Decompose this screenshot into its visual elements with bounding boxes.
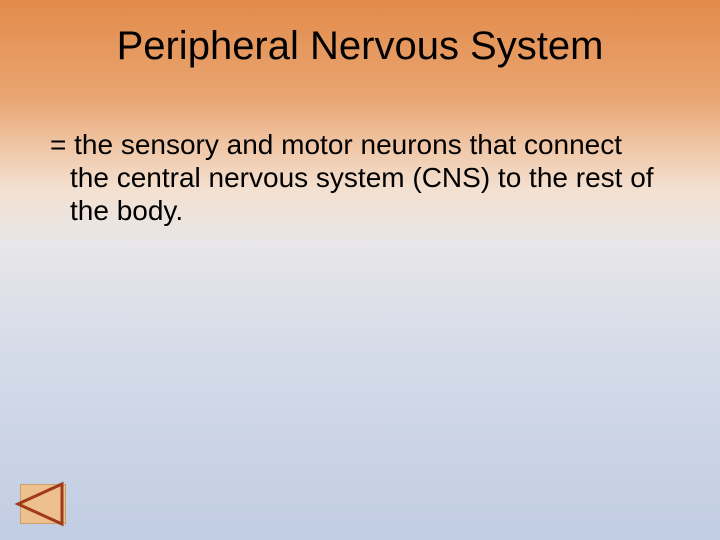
back-button[interactable] bbox=[12, 480, 70, 528]
slide-body-text: = the sensory and motor neurons that con… bbox=[44, 128, 660, 227]
slide: Peripheral Nervous System = the sensory … bbox=[0, 0, 720, 540]
body-paragraph: = the sensory and motor neurons that con… bbox=[44, 128, 660, 227]
slide-title: Peripheral Nervous System bbox=[0, 24, 720, 69]
back-triangle-icon bbox=[12, 480, 70, 528]
